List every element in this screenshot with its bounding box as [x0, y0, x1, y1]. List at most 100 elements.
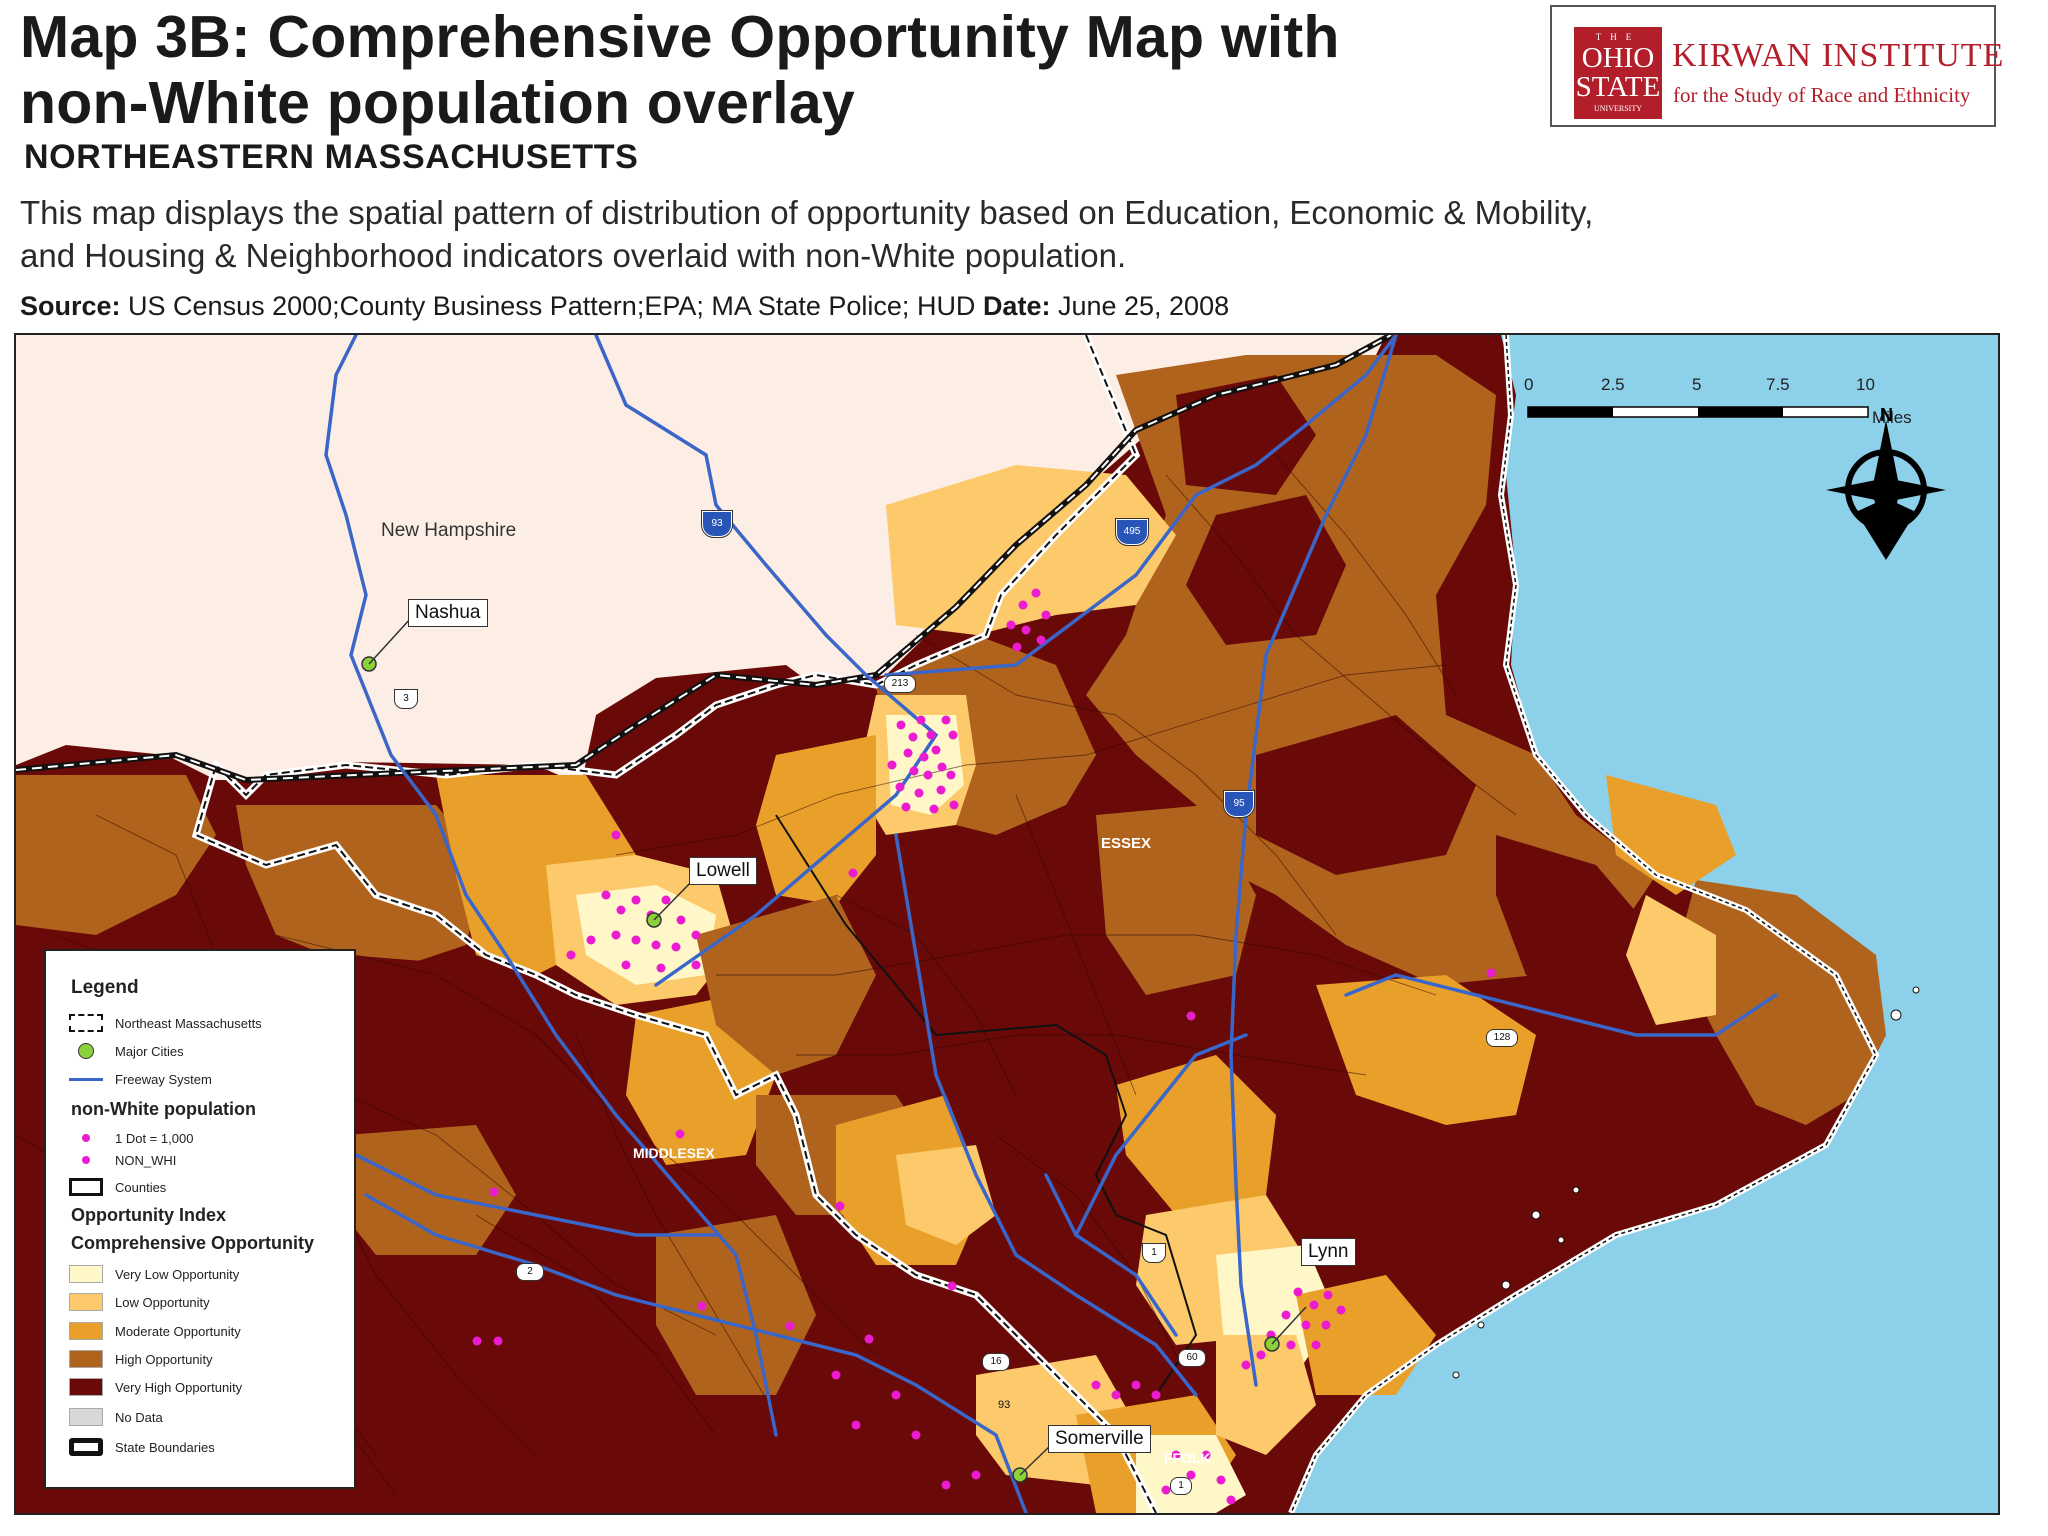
gloucester-low	[1626, 895, 1716, 1025]
scale-unit: Miles	[1872, 408, 1912, 427]
legend-row-very-high: Very High Opportunity	[69, 1377, 242, 1397]
legend-index-heading: Opportunity Index	[71, 1205, 226, 1225]
legend-row-ne-mass: Northeast Massachusetts	[69, 1013, 262, 1033]
essex-high-central	[1096, 805, 1256, 995]
scale-tick-2-5: 2.5	[1601, 375, 1625, 394]
date-label: Date:	[982, 291, 1051, 321]
essex-moderate-south	[1316, 975, 1536, 1125]
county-suffolk-label: FFOLK	[1164, 1450, 1211, 1466]
source-label: Source:	[20, 291, 121, 321]
swatch-very-low	[69, 1265, 103, 1283]
freeway-system	[194, 335, 1778, 1513]
middlesex-west-high	[16, 775, 216, 935]
swatch-high	[69, 1350, 103, 1368]
legend-label-no-data: No Data	[115, 1409, 163, 1425]
scale-tick-5: 5	[1692, 375, 1702, 394]
legend-row-cities: Major Cities	[69, 1041, 184, 1061]
legend-outline-swatch	[69, 1014, 103, 1032]
cape-moderate	[1606, 775, 1736, 895]
revere-low	[1216, 1335, 1316, 1455]
map-description: This map displays the spatial pattern of…	[20, 191, 1820, 277]
legend-label-dot-scale: 1 Dot = 1,000	[115, 1130, 194, 1146]
legend-label-non-whi: NON_WHI	[115, 1152, 177, 1168]
legend-row-no-data: No Data	[69, 1407, 163, 1427]
legend-label-counties: Counties	[115, 1179, 167, 1195]
shield-route-128: 128	[1486, 1029, 1518, 1047]
legend-row-moderate: Moderate Opportunity	[69, 1321, 241, 1341]
scale-tick-7-5: 7.5	[1766, 375, 1790, 394]
map-legend: Legend Northeast Massachusetts Major Cit…	[44, 949, 356, 1489]
map-canvas	[16, 335, 1998, 1513]
city-leader-lines	[368, 617, 1307, 1476]
city-label-lynn: Lynn	[1301, 1238, 1356, 1266]
header: Map 3B: Comprehensive Opportunity Map wi…	[20, 4, 1593, 322]
legend-label-cities: Major Cities	[115, 1043, 184, 1059]
lowell-very-low	[576, 885, 716, 985]
legend-label-high: High Opportunity	[115, 1351, 213, 1367]
ne-mass-outline	[194, 335, 1157, 1513]
legend-pop-heading: non-White population	[71, 1099, 256, 1119]
source-text: US Census 2000;County Business Pattern;E…	[120, 291, 983, 321]
chelmsford-high	[236, 805, 486, 975]
scale-tick-10: 10	[1856, 375, 1875, 394]
swatch-very-high	[69, 1378, 103, 1396]
shield-route-16: 16	[982, 1353, 1010, 1371]
city-label-nashua: Nashua	[408, 599, 488, 627]
non-white-dot-icon	[82, 1156, 90, 1164]
coastline-dash	[1290, 335, 1877, 1513]
kirwan-logo: THE OHIO STATE UNIVERSITY KIRWAN INSTITU…	[1550, 5, 2003, 127]
date-text: June 25, 2008	[1050, 291, 1230, 321]
legend-label-state-boundaries: State Boundaries	[115, 1439, 215, 1455]
swatch-moderate	[69, 1322, 103, 1340]
legend-row-counties: Counties	[69, 1177, 166, 1197]
freeway-line-icon	[69, 1077, 103, 1081]
westford-very-high	[346, 955, 536, 1095]
legend-title: Legend	[71, 977, 139, 998]
legend-row-very-low: Very Low Opportunity	[69, 1264, 239, 1284]
dot-icon	[82, 1134, 90, 1142]
legend-row-low: Low Opportunity	[69, 1292, 210, 1312]
lexington-high	[656, 1215, 816, 1395]
institute-name: KIRWAN INSTITUTE	[1672, 37, 2005, 74]
map-subtitle: NORTHEASTERN MASSACHUSETTS	[24, 138, 639, 176]
seal-line-3: UNIVERSITY	[1594, 104, 1642, 113]
legend-label-moderate: Moderate Opportunity	[115, 1323, 241, 1339]
city-label-somerville: Somerville	[1048, 1425, 1151, 1453]
title-line-1: Map 3B: Comprehensive Opportunity Map wi…	[20, 4, 1340, 70]
shield-i495: 495	[1115, 518, 1149, 546]
swampscott-moderate	[1296, 1275, 1436, 1395]
andover-high	[696, 895, 876, 1075]
institute-subtitle: for the Study of Race and Ethnicity	[1673, 83, 1971, 107]
state-boundary-inner	[16, 335, 1392, 782]
map-frame[interactable]: New Hampshire ESSEX MIDDLESEX FFOLK Nash…	[14, 333, 2000, 1515]
shield-route-2: 2	[516, 1263, 544, 1281]
scale-bar	[1527, 406, 1869, 418]
north-arrow-graphic	[1826, 420, 1946, 560]
essex-very-high-4	[1496, 835, 1656, 1015]
city-dot-icon	[78, 1043, 94, 1059]
county-swatch	[69, 1178, 103, 1196]
woburn-low	[896, 1145, 996, 1245]
swatch-no-data	[69, 1408, 103, 1426]
seal-top: THE	[1595, 32, 1641, 42]
legend-label-very-high: Very High Opportunity	[115, 1379, 243, 1395]
county-middlesex-label: MIDDLESEX	[633, 1145, 715, 1161]
city-label-lowell: Lowell	[689, 857, 757, 885]
legend-label-very-low: Very Low Opportunity	[115, 1266, 240, 1282]
shield-route-60: 60	[1178, 1349, 1206, 1367]
essex-very-high-1	[1176, 375, 1316, 495]
legend-row-dot-scale: 1 Dot = 1,000	[69, 1128, 193, 1148]
methuen-moderate	[756, 735, 876, 905]
legend-comp-heading: Comprehensive Opportunity	[71, 1233, 315, 1253]
seal-line-1: OHIO	[1581, 42, 1655, 74]
county-essex-label: ESSEX	[1101, 835, 1152, 852]
cape-ann	[1676, 880, 1886, 1125]
seal-line-2: STATE	[1575, 71, 1661, 103]
atlantic-ocean	[1291, 335, 1998, 1513]
legend-row-high: High Opportunity	[69, 1349, 213, 1369]
legend-row-non-whi: NON_WHI	[69, 1150, 176, 1170]
shield-i93-south: 93	[998, 1399, 1011, 1411]
legend-label-low: Low Opportunity	[115, 1294, 210, 1310]
north-arrow-label: N	[1880, 405, 1893, 425]
ohio-state-seal: THE OHIO STATE UNIVERSITY	[1574, 27, 1662, 119]
